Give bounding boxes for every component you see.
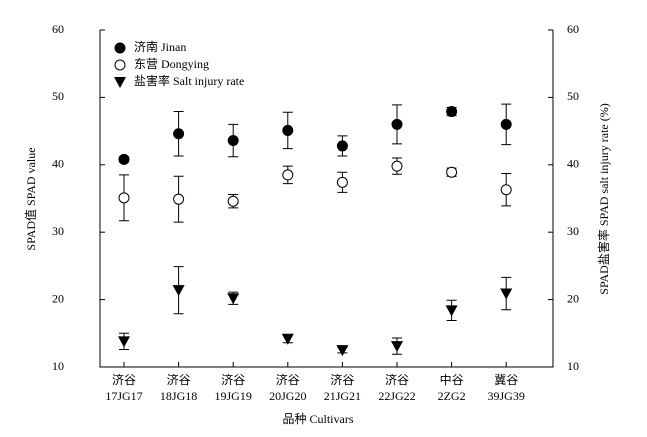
- data-point: [118, 336, 130, 348]
- y2-tick-label: 40: [567, 157, 579, 171]
- y-tick-label: 50: [52, 89, 64, 103]
- x-tick-label: 中谷: [440, 372, 464, 387]
- x-tick-label: 济谷: [221, 372, 245, 387]
- x-tick-label: 济谷: [167, 372, 191, 387]
- legend-label: 济南 Jinan: [134, 39, 186, 54]
- x-axis-label: 品种 Cultivars: [283, 412, 354, 426]
- x-tick-label: 济谷: [330, 372, 354, 387]
- x-tick-label: 济谷: [276, 372, 300, 387]
- data-point: [336, 345, 349, 357]
- data-point: [446, 166, 458, 178]
- y-tick-label: 10: [52, 359, 64, 373]
- x-tick-label: 21JG21: [324, 389, 361, 403]
- x-tick-label: 22JG22: [378, 389, 415, 403]
- data-point: [446, 106, 458, 118]
- y-tick-label: 60: [52, 22, 64, 36]
- data-point: [118, 153, 130, 165]
- data-point: [227, 135, 239, 147]
- y2-tick-label: 60: [567, 22, 579, 36]
- data-point: [118, 192, 130, 204]
- data-point: [336, 176, 348, 188]
- data-point: [500, 118, 512, 130]
- data-point: [173, 128, 185, 140]
- x-tick-label: 济谷: [112, 372, 136, 387]
- x-tick-label: 20JG20: [269, 389, 306, 403]
- legend-label: 东营 Dongying: [134, 57, 209, 71]
- y-tick-label: 40: [52, 157, 64, 171]
- legend-marker: [114, 59, 126, 71]
- y2-axis-label: SPAD盐害率 SPAD salt injury rate (%): [596, 103, 611, 294]
- y2-tick-label: 10: [567, 359, 579, 373]
- data-point: [282, 169, 294, 181]
- x-tick-label: 17JG17: [105, 389, 142, 403]
- y-axis-label: SPAD值 SPAD value: [23, 147, 38, 250]
- x-tick-label: 19JG19: [215, 389, 252, 403]
- x-tick-label: 18JG18: [160, 389, 197, 403]
- x-tick-label: 济谷: [385, 372, 409, 387]
- y2-tick-label: 30: [567, 224, 579, 238]
- data-point: [500, 184, 512, 196]
- data-point: [227, 195, 239, 207]
- data-point: [391, 341, 403, 353]
- legend-marker: [114, 42, 126, 54]
- y2-tick-label: 20: [567, 291, 579, 305]
- legend-label: 盐害率 Salt injury rate: [134, 73, 244, 88]
- data-point: [281, 333, 294, 345]
- x-tick-label: 冀谷: [494, 373, 518, 387]
- data-point: [173, 193, 185, 205]
- data-point: [391, 118, 403, 130]
- data-point: [391, 160, 403, 172]
- data-point: [172, 285, 185, 297]
- data-point: [336, 140, 348, 152]
- data-point: [500, 288, 513, 300]
- data-point: [445, 305, 458, 317]
- y-tick-label: 30: [52, 224, 64, 238]
- data-point: [227, 293, 240, 305]
- data-point: [282, 124, 294, 136]
- y2-tick-label: 50: [567, 89, 579, 103]
- legend-marker: [114, 77, 126, 88]
- axes: [99, 30, 554, 368]
- x-tick-label: 2ZG2: [438, 389, 466, 403]
- x-tick-label: 39JG39: [488, 389, 525, 403]
- y-tick-label: 20: [52, 291, 64, 305]
